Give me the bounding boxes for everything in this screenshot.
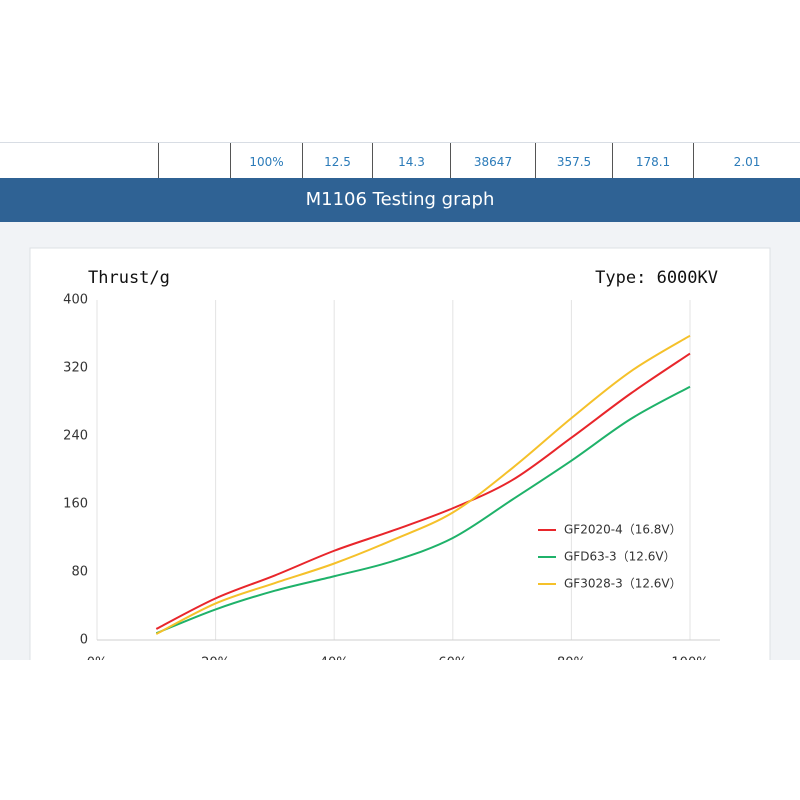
chart-panel: [29, 247, 771, 660]
table-cell: 2.01: [693, 143, 800, 179]
x-tick-label: 40%: [320, 656, 349, 661]
legend-label: GF3028-3（12.6V）: [564, 577, 682, 591]
y-axis-label: Thrust/g: [88, 268, 170, 288]
x-tick-label: 100%: [671, 656, 708, 661]
series-line: [155, 334, 691, 635]
y-tick-label: 400: [63, 293, 88, 308]
table-cell: 14.3: [372, 143, 450, 179]
table-row: 100% 12.5 14.3 38647 357.5 178.1 2.01: [0, 142, 800, 179]
table-cell: 12.5: [302, 143, 372, 179]
y-tick-label: 160: [63, 497, 88, 512]
series-line: [155, 385, 691, 635]
x-tick-label: 0%: [87, 656, 108, 661]
y-tick-label: 240: [63, 429, 88, 444]
annotation: Type: 6000KV: [595, 268, 718, 288]
chart: Thrust/g Type: 6000KV 0 80 160 240 320 400 0% 2…: [0, 222, 800, 660]
banner-title: M1106 Testing graph: [0, 178, 800, 222]
x-tick-label: 20%: [201, 656, 230, 661]
y-tick-label: 320: [63, 361, 88, 376]
y-tick-label: 80: [71, 565, 88, 580]
table-cell: 357.5: [535, 143, 612, 179]
x-tick-label: 80%: [557, 656, 586, 661]
legend-label: GF2020-4（16.8V）: [564, 523, 682, 537]
table-cell: [158, 143, 230, 179]
x-tick-label: 60%: [438, 656, 467, 661]
y-tick-label: 0: [80, 633, 88, 648]
legend-label: GFD63-3（12.6V）: [564, 550, 676, 564]
series-line: [155, 352, 691, 630]
table-cell: 178.1: [612, 143, 693, 179]
table-cell: 38647: [450, 143, 535, 179]
table-cell: 100%: [230, 143, 302, 179]
